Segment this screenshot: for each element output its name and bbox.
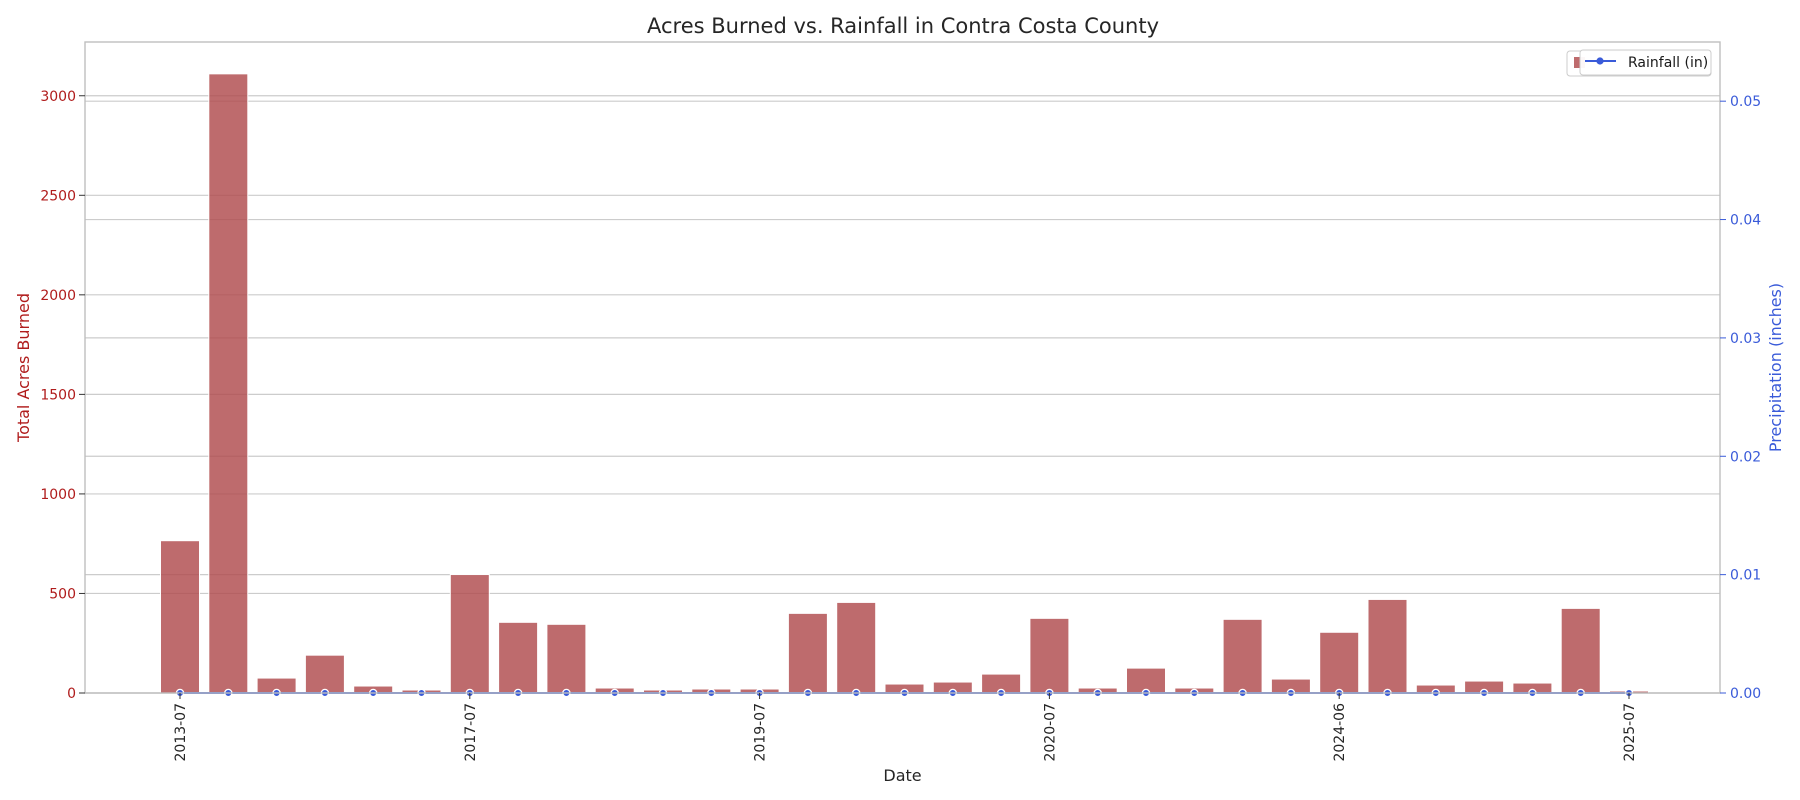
- bar: [1319, 631, 1360, 694]
- bar: [160, 540, 200, 694]
- chart-title: Acres Burned vs. Rainfall in Contra Cost…: [647, 14, 1159, 38]
- legend: Rainfall (in): [1566, 49, 1712, 77]
- bar: [208, 73, 249, 694]
- x-tick-label: 2019-07: [753, 703, 769, 762]
- bar: [546, 623, 587, 694]
- right-tick-label: 0.04: [1730, 213, 1761, 229]
- x-tick-label: 2024-06: [1332, 703, 1348, 762]
- gridlines: [85, 95, 1720, 694]
- x-tick-label: 2025-07: [1622, 703, 1638, 762]
- x-axis: 2013-07 2017-07 2019-07 2020-07 2024-06 2025-…: [173, 693, 1638, 762]
- left-tick-label: 1000: [40, 487, 76, 503]
- bar-series: [160, 73, 1649, 694]
- left-tick-label: 0: [67, 686, 76, 702]
- bar: [787, 612, 828, 694]
- left-axis: 0 500 1000 1500 2000 2500 3000: [40, 89, 85, 702]
- x-tick-label: 2020-07: [1042, 703, 1058, 762]
- right-tick-label: 0.01: [1730, 568, 1761, 584]
- legend-box-rainfall: [1579, 49, 1712, 76]
- bar: [498, 621, 539, 694]
- bar: [304, 654, 345, 694]
- legend-swatch-rainfall-marker: [1596, 57, 1604, 65]
- x-axis-title: Date: [883, 766, 921, 785]
- legend-label-rainfall: Rainfall (in): [1628, 55, 1708, 71]
- bar: [1367, 598, 1408, 694]
- bar: [1560, 607, 1601, 694]
- bar: [449, 574, 490, 694]
- left-axis-title: Total Acres Burned: [14, 293, 33, 443]
- x-tick-label: 2017-07: [463, 703, 479, 762]
- left-tick-label: 1500: [40, 387, 76, 403]
- right-tick-label: 0.03: [1730, 331, 1761, 347]
- right-axis-title: Precipitation (inches): [1766, 283, 1785, 452]
- bar: [1029, 617, 1070, 694]
- right-tick-label: 0.02: [1730, 449, 1761, 465]
- left-tick-label: 2500: [40, 188, 76, 204]
- plot-frame: [84, 41, 1721, 694]
- right-axis: 0.00 0.01 0.02 0.03 0.04 0.05: [1720, 94, 1761, 702]
- left-tick-label: 500: [49, 586, 76, 602]
- bar: [836, 601, 877, 694]
- x-tick-label: 2013-07: [173, 703, 189, 762]
- right-tick-label: 0.05: [1730, 94, 1761, 110]
- left-tick-label: 3000: [40, 89, 76, 105]
- bar: [1222, 618, 1263, 694]
- right-tick-label: 0.00: [1730, 686, 1761, 702]
- left-tick-label: 2000: [40, 288, 76, 304]
